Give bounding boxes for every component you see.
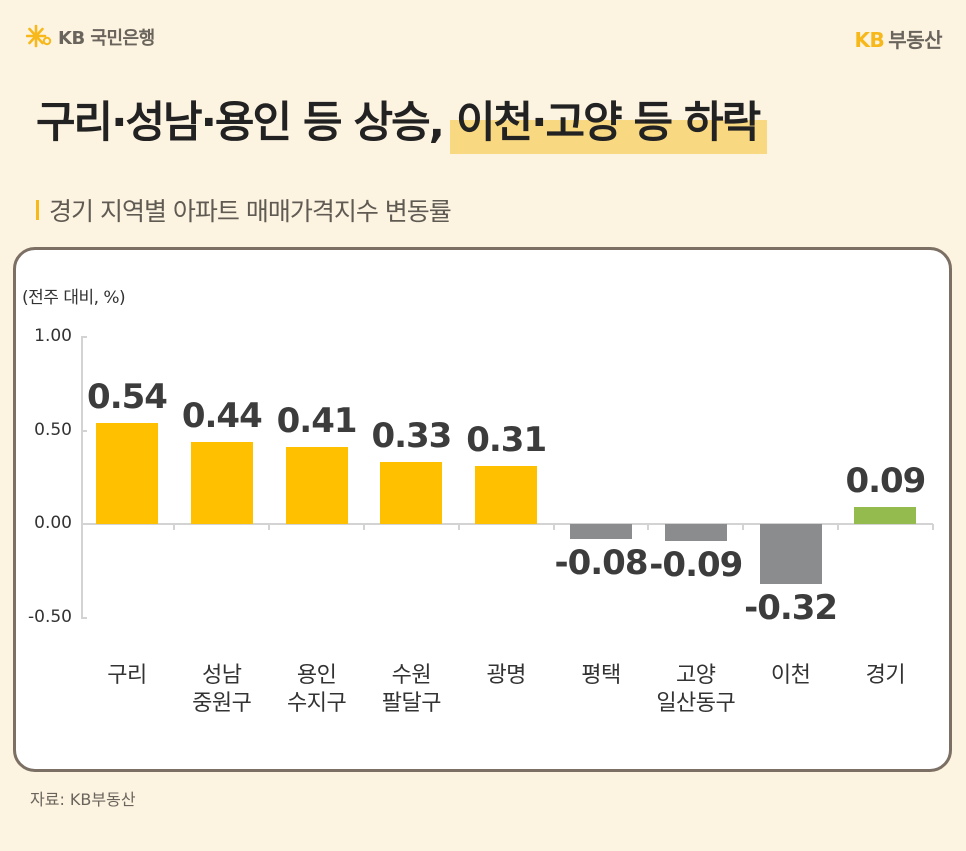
y-tick-mark (81, 429, 87, 432)
bar-value-label: 0.33 (371, 416, 452, 457)
bar-value-label: 0.54 (87, 377, 168, 418)
y-tick-label: 1.00 (34, 326, 72, 346)
bar-value-label: 0.09 (845, 461, 926, 502)
x-axis-zero-line (81, 523, 933, 525)
x-tick-mark (173, 524, 176, 530)
kb-bank-name: KB 국민은행 (58, 28, 155, 49)
x-category-label: 평택 (581, 663, 621, 688)
x-tick-mark (742, 524, 745, 530)
x-tick-mark (837, 524, 839, 530)
source-note: 자료: KB부동산 (30, 790, 136, 809)
x-tick-mark (931, 524, 934, 530)
x-tick-mark (552, 524, 555, 530)
bar (190, 441, 253, 524)
bar (664, 524, 727, 541)
y-tick-label: 0.50 (34, 419, 72, 440)
x-category-label: 용인 수지구 (286, 663, 347, 716)
headline-fall-highlight: 이천·고양 등 하락 (455, 98, 761, 148)
x-category-label: 고양 일산동구 (656, 663, 736, 716)
y-tick-label: 0.00 (34, 513, 72, 533)
kb-star-icon (26, 24, 52, 48)
x-category-label: 수원 팔달구 (381, 663, 442, 716)
bar (285, 447, 348, 524)
bar-value-label: 0.41 (276, 401, 358, 442)
x-tick-mark (647, 524, 650, 530)
bar (570, 524, 632, 539)
x-category-label: 광명 (486, 663, 526, 688)
bar-value-label: 0.44 (181, 395, 263, 436)
y-tick-mark (81, 616, 87, 619)
bar-value-label: -0.32 (744, 587, 838, 628)
realestate-name: 부동산 (888, 28, 942, 52)
bar-value-label: 0.31 (466, 420, 547, 461)
headline-rise: 구리·성남·용인 등 상승, (36, 98, 445, 148)
y-tick-mark (81, 336, 87, 338)
bar (475, 466, 538, 524)
bar (96, 423, 158, 524)
x-category-label: 구리 (107, 663, 147, 688)
x-category-label: 성남 중원구 (192, 663, 252, 716)
x-tick-mark (363, 524, 365, 530)
subtitle-text: 경기 지역별 아파트 매매가격지수 변동률 (49, 197, 452, 226)
x-category-label: 이천 (770, 663, 811, 688)
kb-bank-logo: KB 국민은행 (26, 24, 155, 50)
x-tick-mark (268, 524, 271, 530)
kb-mark: KB (854, 28, 885, 52)
bar-value-label: -0.09 (649, 544, 743, 585)
page-title: 구리·성남·용인 등 상승, 이천·고양 등 하락 (36, 88, 761, 150)
bar-value-label: -0.08 (554, 542, 649, 583)
y-axis-line (81, 337, 83, 618)
subtitle-accent-bar (36, 200, 39, 220)
chart-subtitle: 경기 지역별 아파트 매매가격지수 변동률 (36, 192, 452, 228)
kb-realestate-logo: KB 부동산 (854, 24, 943, 53)
x-category-label: 경기 (865, 663, 906, 688)
x-tick-mark (457, 524, 460, 530)
y-axis-unit: (전주 대비, %) (22, 288, 126, 308)
y-tick-label: -0.50 (28, 606, 72, 627)
bar (854, 507, 917, 524)
y-tick-mark (81, 523, 87, 525)
bar (759, 524, 822, 584)
bar (380, 462, 443, 524)
